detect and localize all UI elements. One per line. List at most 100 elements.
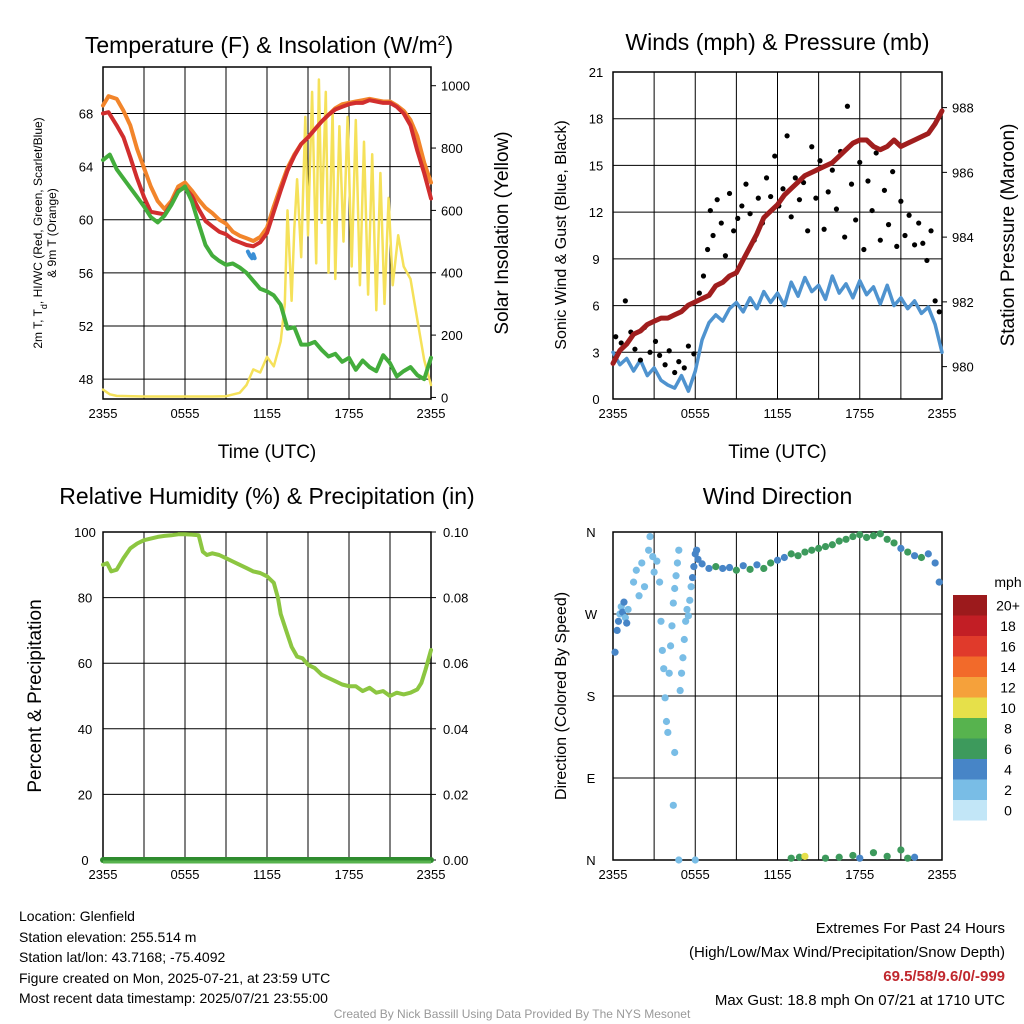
gust-point <box>718 220 724 226</box>
direction-point <box>910 552 919 560</box>
temp-y-tick-label: 52 <box>79 319 93 334</box>
rh-x-tick-label: 2355 <box>417 867 446 882</box>
gust-point <box>844 103 851 109</box>
direction-point <box>684 612 692 620</box>
rh-y-axis-label: Percent & Precipitation <box>25 599 46 792</box>
legend-label: 8 <box>1004 720 1012 736</box>
direction-point <box>680 635 688 644</box>
precip-y-tick-label: 0.06 <box>443 656 468 671</box>
rh-x-tick-label: 0555 <box>171 867 200 882</box>
direction-point <box>897 544 905 553</box>
temperature-chart: 48 52 56 60 64 68 0 200 400 600 800 1000 2355 0555 115… <box>31 32 513 463</box>
direction-point <box>904 854 912 862</box>
humidity-chart: 0 0.00 20 0.02 40 0.04 60 0.06 80 0.08 100 0.10 2355… <box>25 483 475 882</box>
direction-point <box>869 532 878 540</box>
direction-point <box>675 546 683 554</box>
pressure-y-tick-label: 982 <box>952 295 974 310</box>
gust-point <box>618 340 624 346</box>
gust-point <box>700 273 707 279</box>
rh-y-tick-label: 0 <box>81 853 88 868</box>
gust-point <box>662 362 668 368</box>
gust-point <box>869 207 875 214</box>
gust-point <box>817 158 823 164</box>
max-gust-text: Max Gust: 18.8 mph On 07/21 at 1710 UTC <box>714 992 1005 1009</box>
gust-point <box>906 212 912 218</box>
extremes-subtitle: (High/Low/Max Wind/Precipitation/Snow De… <box>689 944 1005 961</box>
winds-x-axis-label: Time (UTC) <box>728 442 827 463</box>
speed-legend: mph 0 2 4 6 8 10 12 14 16 18 20+ <box>953 574 1022 821</box>
dir-frame <box>612 531 943 861</box>
precip-y-tick-label: 0.00 <box>443 853 468 868</box>
precip-y-tick-label: 0.08 <box>443 591 468 606</box>
gust-point <box>672 369 678 376</box>
rh-y-tick-label: 80 <box>78 591 92 606</box>
direction-point <box>746 565 754 573</box>
gust-point <box>735 215 741 221</box>
credit-text: Created By Nick Bassill Using Data Provi… <box>333 1007 691 1021</box>
direction-point <box>705 564 713 573</box>
legend-label: 18 <box>1000 618 1016 634</box>
wind-y-tick-label: 18 <box>589 112 603 127</box>
gust-point <box>714 197 720 203</box>
direction-point <box>808 546 816 554</box>
direction-point <box>668 622 676 630</box>
dir-y-tick-label: W <box>585 607 598 622</box>
temp-y-tick-label: 64 <box>79 160 93 175</box>
direction-point <box>739 562 747 570</box>
label-part: 2m T, T <box>31 308 45 348</box>
direction-point <box>671 584 679 593</box>
direction-point <box>632 566 640 574</box>
legend-swatch <box>953 656 987 677</box>
gust-point <box>637 357 644 363</box>
direction-point <box>753 561 761 569</box>
dir-y-tick-label: S <box>587 689 596 704</box>
direction-point <box>675 856 683 864</box>
extremes-values: 69.5/58/9.6/0/-999 <box>883 968 1005 985</box>
dir-y-tick-label: N <box>586 525 595 540</box>
rh-y-tick-label: 100 <box>74 525 96 540</box>
wind-x-tick-label: 1755 <box>845 406 874 421</box>
windchill-line <box>245 249 257 261</box>
gust-point <box>696 290 702 296</box>
temp-y-tick-label: 68 <box>79 106 93 121</box>
gust-point <box>813 195 819 201</box>
direction-point <box>821 854 830 862</box>
speed-legend-title: mph <box>994 574 1021 590</box>
gust-point <box>853 217 859 223</box>
rh-y-tick-label: 20 <box>78 787 92 802</box>
direction-point <box>883 535 891 543</box>
dir-x-tick-label: 2355 <box>599 867 628 882</box>
temp-x-tick-label: 2355 <box>89 406 118 421</box>
direction-point <box>719 564 727 573</box>
direction-point <box>801 852 809 860</box>
title-part: ) <box>445 32 453 58</box>
wind-x-tick-label: 0555 <box>681 406 710 421</box>
wind-x-tick-label: 2355 <box>928 406 957 421</box>
gust-point <box>788 214 794 220</box>
insolation-axis-label-text: Solar Insolation (Yellow) <box>492 131 513 334</box>
gust-point <box>613 334 619 340</box>
legend-swatch <box>953 677 987 698</box>
direction-point <box>624 605 632 614</box>
temp-chart-title: Temperature (F) & Insolation (W/m2) <box>85 32 453 58</box>
direction-point <box>682 617 690 625</box>
direction-point <box>917 553 926 562</box>
gust-point <box>857 159 863 165</box>
gust-point <box>796 197 803 203</box>
direction-point <box>904 548 912 556</box>
direction-point <box>876 530 884 538</box>
direction-point <box>676 686 684 695</box>
direction-point <box>683 605 691 614</box>
direction-point <box>656 578 664 586</box>
pressure-y-tick-label: 980 <box>952 360 974 375</box>
direction-point <box>869 849 878 857</box>
gust-point <box>792 175 798 181</box>
direction-chart: N E S W N 2355 0555 1155 1755 2355 Wind Direction D… <box>553 483 1022 882</box>
temp-x-axis-label: Time (UTC) <box>218 442 317 463</box>
gust-point <box>881 187 888 193</box>
temp-y-tick-label: 60 <box>79 213 93 228</box>
legend-swatch <box>953 595 987 616</box>
gust-point <box>809 144 815 150</box>
temp-x-tick-label: 1155 <box>253 406 281 421</box>
